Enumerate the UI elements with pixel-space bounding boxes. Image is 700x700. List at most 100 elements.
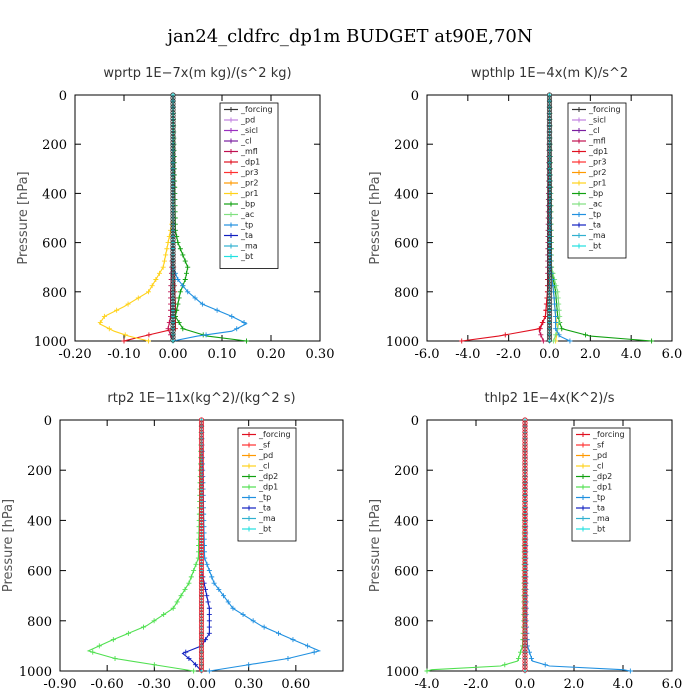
forcing-marker — [198, 459, 205, 465]
forcing-marker — [522, 637, 528, 643]
forcing-marker — [170, 304, 176, 311]
forcing-marker — [546, 145, 553, 151]
legend-label: _ta — [258, 504, 271, 513]
forcing-marker — [198, 447, 205, 453]
data-point — [177, 246, 183, 252]
forcing-marker — [170, 142, 176, 148]
forcing-marker — [170, 316, 176, 322]
forcing-marker — [522, 432, 528, 438]
x-tick-label: 0.0 — [515, 677, 536, 692]
y-tick-label: 200 — [394, 138, 419, 153]
y-axis-label: Pressure [hPa] — [16, 171, 31, 264]
y-tick-label: 200 — [42, 138, 67, 153]
legend-label: _sicl — [240, 126, 258, 135]
data-point — [553, 313, 559, 319]
data-point — [552, 301, 558, 307]
y-tick-label: 1000 — [386, 665, 419, 680]
data-point — [185, 264, 191, 270]
forcing-marker — [522, 634, 528, 640]
data-point — [552, 307, 558, 313]
data-point — [149, 283, 155, 289]
x-tick-label: 6.0 — [662, 677, 683, 692]
series-dp1 — [459, 92, 552, 344]
data-point — [205, 599, 211, 605]
forcing-marker — [546, 207, 553, 213]
x-tick-label: -2.0 — [496, 347, 521, 362]
legend-marker — [246, 484, 252, 490]
y-tick-label: 800 — [42, 286, 67, 301]
forcing-marker — [522, 426, 528, 432]
legend-marker — [228, 254, 234, 259]
forcing-marker — [170, 245, 176, 252]
x-tick-label: -0.20 — [58, 347, 91, 362]
legend-marker — [580, 526, 586, 532]
forcing-marker — [546, 263, 553, 269]
forcing-marker — [170, 118, 176, 125]
forcing-marker — [522, 595, 528, 601]
forcing-marker — [546, 133, 553, 139]
forcing-marker — [522, 604, 528, 610]
forcing-marker — [198, 610, 205, 616]
data-point — [182, 277, 188, 282]
x-tick-label: 4.0 — [621, 347, 642, 362]
forcing-marker — [170, 299, 176, 305]
forcing-marker — [170, 113, 176, 119]
forcing-marker — [522, 540, 528, 547]
forcing-marker — [170, 104, 176, 110]
forcing-marker — [170, 98, 176, 104]
forcing-marker — [522, 555, 528, 562]
data-point — [146, 332, 152, 338]
forcing-marker — [546, 231, 553, 237]
forcing-marker — [522, 607, 528, 613]
x-tick-label: 2.0 — [580, 347, 601, 362]
data-point — [90, 649, 96, 655]
forcing-marker — [522, 574, 528, 580]
forcing-marker — [546, 284, 553, 290]
legend-marker — [246, 505, 252, 511]
y-tick-label: 800 — [394, 615, 419, 630]
data-point — [526, 649, 532, 655]
forcing-marker — [198, 661, 205, 667]
x-tick-label: 2.0 — [564, 677, 585, 692]
legend-marker — [576, 243, 582, 249]
forcing-marker — [170, 278, 176, 284]
forcing-marker — [546, 157, 553, 163]
series-dp1 — [424, 417, 528, 674]
forcing-marker — [198, 658, 205, 664]
legend-marker — [576, 149, 582, 154]
data-point — [174, 599, 180, 605]
forcing-marker — [522, 474, 528, 480]
forcing-marker — [522, 549, 528, 556]
data-point — [553, 326, 559, 332]
legend-marker — [246, 463, 252, 469]
forcing-marker — [546, 113, 553, 119]
data-point — [161, 258, 167, 264]
forcing-marker — [198, 516, 205, 522]
forcing-marker — [170, 213, 176, 219]
forcing-marker — [170, 251, 176, 258]
forcing-marker — [170, 331, 176, 337]
data-point — [627, 668, 633, 674]
data-point — [161, 612, 167, 618]
forcing-marker — [170, 201, 176, 207]
chart-panel-2: wpthlp 1E−4x(m K)/s^2 Pressure [hPa] 0 200 4… — [368, 66, 682, 362]
legend-marker — [246, 453, 252, 458]
data-point — [199, 301, 205, 307]
legend-label: _ma — [588, 231, 606, 240]
forcing-marker — [170, 183, 176, 190]
data-point — [125, 301, 131, 307]
forcing-marker — [170, 222, 176, 228]
data-point — [230, 605, 236, 611]
forcing-marker — [198, 655, 205, 661]
legend-box — [237, 427, 297, 542]
legend-label: _forcing — [588, 105, 621, 114]
forcing-marker — [170, 178, 176, 184]
forcing-marker — [546, 183, 553, 190]
forcing-marker — [522, 652, 528, 658]
chart-panel-1: wprtp 1E−7x(m kg)/(s^2 kg) Pressure [hPa]… — [16, 66, 334, 362]
forcing-marker — [198, 598, 205, 604]
data-point — [540, 338, 546, 344]
legend-label: _forcing — [592, 430, 625, 439]
data-point — [206, 605, 212, 611]
forcing-marker — [546, 240, 553, 246]
